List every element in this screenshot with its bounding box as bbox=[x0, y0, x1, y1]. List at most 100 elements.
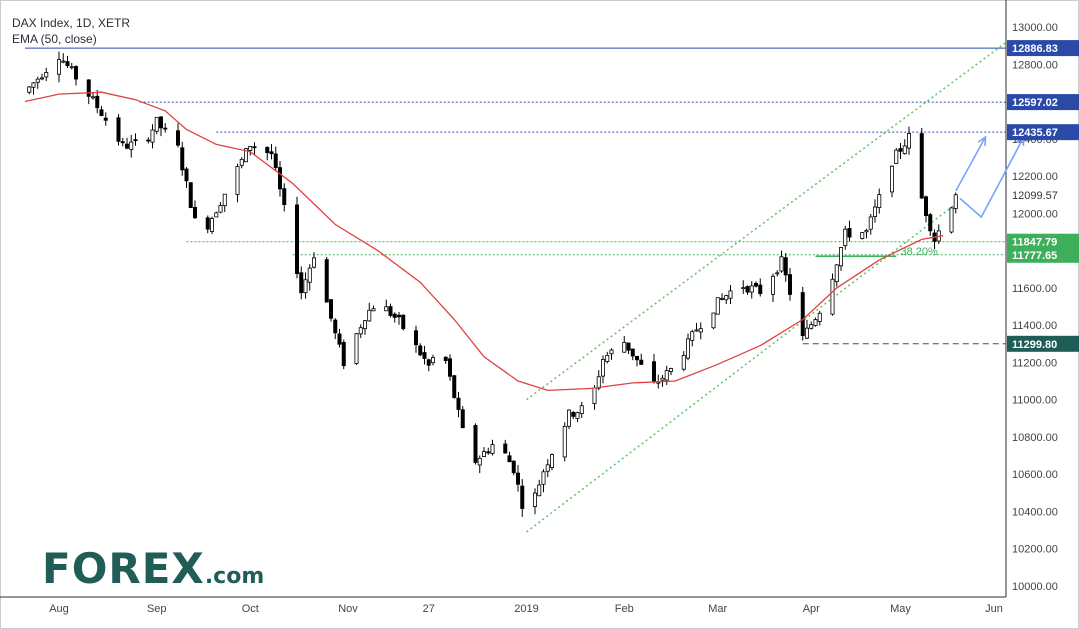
candle-body bbox=[95, 95, 100, 109]
candle-body bbox=[401, 314, 406, 330]
candle-body bbox=[324, 259, 329, 303]
candle-body bbox=[91, 96, 96, 99]
x-tick-label: Nov bbox=[338, 603, 358, 615]
candle-body bbox=[728, 290, 733, 299]
candle-body bbox=[299, 272, 304, 294]
candle-body bbox=[550, 454, 555, 468]
candle-body bbox=[805, 327, 810, 339]
x-tick-label: 27 bbox=[423, 603, 435, 615]
candle-body bbox=[146, 139, 151, 142]
candle-body bbox=[800, 292, 805, 337]
y-tick-label: 11000.00 bbox=[1012, 395, 1057, 407]
candle-body bbox=[902, 145, 907, 154]
candle-body bbox=[384, 306, 389, 312]
candle-body bbox=[860, 232, 865, 239]
candle-body bbox=[452, 375, 457, 398]
y-tick-label: 11600.00 bbox=[1012, 283, 1057, 295]
candle-body bbox=[953, 194, 958, 209]
candle-body bbox=[579, 405, 584, 415]
candle-body bbox=[669, 368, 674, 372]
candle-body bbox=[371, 308, 376, 312]
candle-body bbox=[511, 460, 516, 474]
candle-body bbox=[74, 66, 79, 80]
candle-body bbox=[150, 129, 155, 143]
x-tick-label: Feb bbox=[615, 603, 634, 615]
candle-body bbox=[418, 345, 423, 356]
y-tick-label: 10400.00 bbox=[1012, 506, 1058, 518]
candle-body bbox=[456, 397, 461, 410]
candle-body bbox=[686, 338, 691, 359]
candle-body bbox=[516, 472, 521, 485]
candle-body bbox=[180, 147, 185, 171]
candle-body bbox=[473, 425, 478, 463]
candle-body bbox=[158, 116, 163, 129]
candle-body bbox=[307, 267, 312, 283]
candle-body bbox=[788, 274, 793, 295]
candle-body bbox=[248, 145, 253, 151]
candle-body bbox=[120, 141, 125, 144]
candle-body bbox=[303, 279, 308, 294]
candle-body bbox=[214, 212, 219, 218]
candle-body bbox=[639, 359, 644, 365]
candle-body bbox=[99, 109, 104, 116]
candle-body bbox=[503, 443, 508, 454]
candle-body bbox=[265, 146, 270, 154]
candle-body bbox=[65, 61, 70, 67]
candle-body bbox=[341, 342, 346, 367]
candle-body bbox=[533, 492, 538, 507]
candle-body bbox=[282, 188, 287, 205]
candle-body bbox=[277, 167, 282, 190]
candle-body bbox=[205, 217, 210, 230]
candle-body bbox=[367, 309, 372, 322]
level-label-box bbox=[1007, 246, 1079, 263]
candle-body bbox=[443, 356, 448, 361]
candle-body bbox=[562, 425, 567, 458]
level-label-box bbox=[1007, 40, 1079, 57]
candle-body bbox=[243, 148, 248, 163]
level-label: 12435.67 bbox=[1012, 127, 1058, 139]
candle-body bbox=[907, 132, 912, 149]
candle-body bbox=[919, 133, 924, 199]
x-tick-label: Mar bbox=[708, 603, 727, 615]
candle-body bbox=[541, 471, 546, 485]
candle-body bbox=[817, 312, 822, 322]
candle-body bbox=[745, 286, 750, 293]
candle-body bbox=[898, 148, 903, 152]
candle-body bbox=[605, 354, 610, 362]
x-tick-label: Apr bbox=[803, 603, 820, 615]
candle-body bbox=[928, 214, 933, 232]
level-label: 12886.83 bbox=[1012, 43, 1058, 55]
candle-body bbox=[40, 77, 45, 80]
candle-body bbox=[834, 264, 839, 283]
channel-lower-line bbox=[526, 203, 957, 533]
candle-body bbox=[749, 285, 754, 293]
candle-body bbox=[626, 342, 631, 351]
candle-body bbox=[873, 206, 878, 217]
y-tick-label: 12000.00 bbox=[1012, 208, 1058, 220]
candle-body bbox=[490, 444, 495, 455]
candle-body bbox=[354, 333, 359, 364]
candle-body bbox=[252, 146, 257, 149]
candle-body bbox=[622, 341, 627, 353]
candle-body bbox=[188, 182, 193, 209]
candle-body bbox=[388, 306, 393, 316]
candle-body bbox=[830, 278, 835, 315]
y-tick-label: 10800.00 bbox=[1012, 432, 1058, 444]
candle-body bbox=[567, 409, 572, 427]
candle-body bbox=[392, 313, 397, 318]
candle-body bbox=[430, 357, 435, 364]
x-tick-label: Jun bbox=[985, 603, 1003, 615]
level-label-box bbox=[1007, 335, 1079, 352]
candle-body bbox=[847, 228, 852, 238]
candle-body bbox=[715, 297, 720, 315]
candle-body bbox=[362, 320, 367, 330]
y-tick-label: 11200.00 bbox=[1012, 357, 1057, 369]
y-tick-label: 10200.00 bbox=[1012, 544, 1058, 556]
candle-body bbox=[273, 153, 278, 168]
x-tick-label: Oct bbox=[242, 603, 259, 615]
current-price-label: 12099.57 bbox=[1012, 190, 1058, 202]
candle-body bbox=[447, 358, 452, 377]
candle-body bbox=[486, 451, 491, 454]
candle-body bbox=[358, 327, 363, 335]
